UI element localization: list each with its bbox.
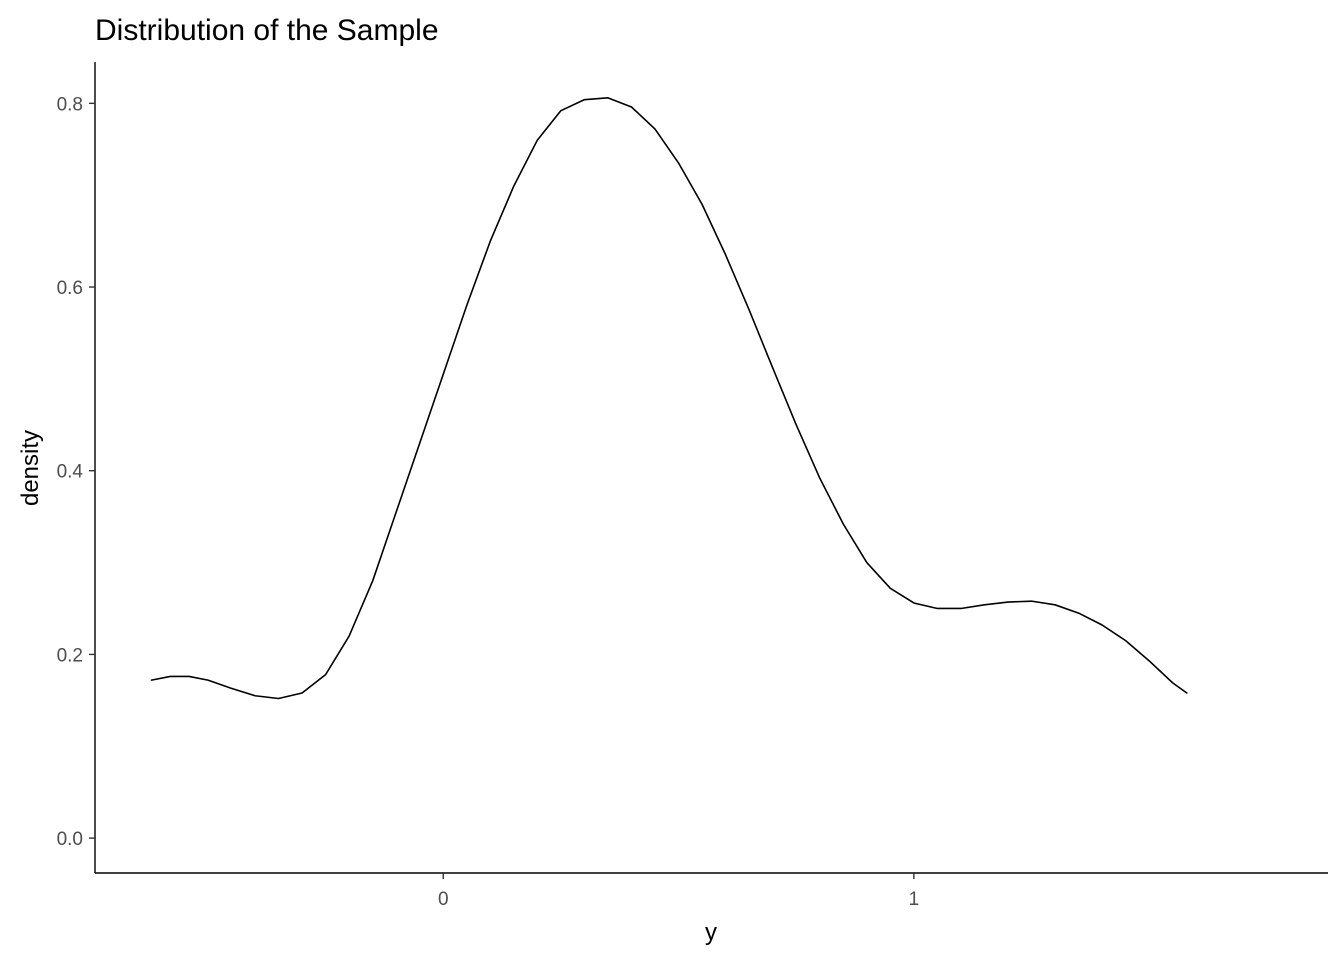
- y-tick-label-2: 0.4: [57, 462, 84, 483]
- y-axis-title: density: [17, 430, 44, 506]
- chart-title: Distribution of the Sample: [95, 14, 439, 47]
- x-tick-label-1: 1: [909, 889, 920, 910]
- plot-area: [150, 97, 1188, 700]
- x-axis-title: y: [705, 919, 717, 946]
- x-tick-label-0: 0: [438, 889, 449, 910]
- y-axis-ticks: 0.0 0.2 0.4 0.6 0.8: [57, 94, 95, 850]
- density-curve-0: [150, 97, 1188, 700]
- y-tick-label-3: 0.6: [57, 278, 83, 299]
- y-tick-label-4: 0.8: [57, 94, 83, 115]
- y-tick-label-0: 0.0: [57, 829, 83, 850]
- y-tick-label-1: 0.2: [57, 645, 83, 666]
